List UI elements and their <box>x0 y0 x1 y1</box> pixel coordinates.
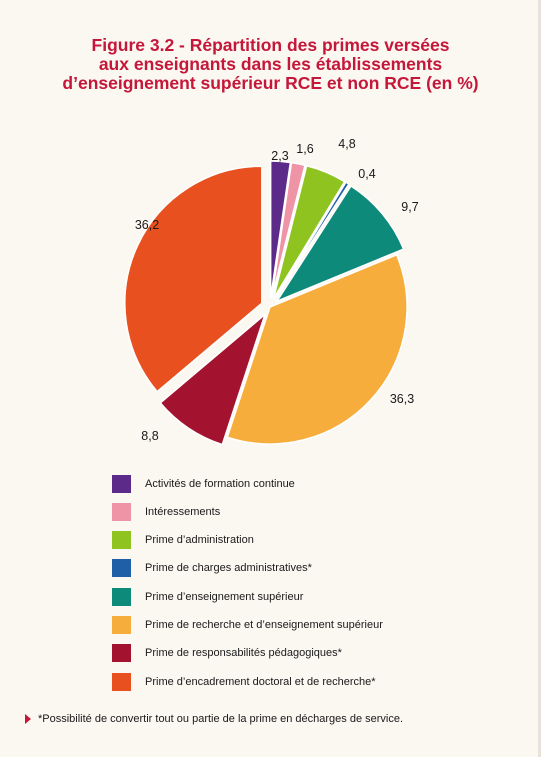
legend-label: Prime de responsabilités pédagogiques* <box>145 647 342 660</box>
legend-swatch <box>112 474 131 493</box>
legend-label: Activités de formation continue <box>145 477 295 490</box>
legend-label: Intéressements <box>145 505 221 518</box>
page-edge <box>538 0 541 757</box>
legend-label: Prime d’administration <box>145 534 254 547</box>
footnote: *Possibilité de convertir tout ou partie… <box>25 713 403 725</box>
legend-item: Prime d’enseignement supérieur <box>112 587 383 606</box>
legend-swatch <box>112 615 131 634</box>
footnote-text: *Possibilité de convertir tout ou partie… <box>38 713 404 725</box>
chart-title-line: Figure 3.2 - Répartition des primes vers… <box>91 35 450 55</box>
pie-slice <box>269 160 292 299</box>
legend-item: Prime de recherche et d’enseignement sup… <box>112 615 383 634</box>
legend-item: Activités de formation continue <box>112 474 383 493</box>
slice-data-label: 36,2 <box>135 218 159 232</box>
pie-slice <box>274 181 350 300</box>
pie-slice <box>124 165 263 393</box>
legend: Activités de formation continue Intéress… <box>112 474 383 700</box>
arrow-icon <box>25 714 31 724</box>
slice-data-label: 1,6 <box>296 142 313 156</box>
pie-slice <box>226 253 408 445</box>
chart-title-line: aux enseignants dans les établissements <box>98 54 443 74</box>
legend-item: Prime de charges administratives* <box>112 559 383 578</box>
legend-label: Prime de recherche et d’enseignement sup… <box>145 618 383 631</box>
slice-data-label: 4,8 <box>338 137 355 151</box>
legend-label: Prime d’encadrement doctoral et de reche… <box>145 675 376 688</box>
pie-chart: 2,3 1,6 4,8 0,4 9,7 36,3 8,8 36,2 <box>124 137 419 446</box>
legend-swatch <box>112 502 131 521</box>
pie-slice <box>272 164 346 300</box>
slice-data-label: 0,4 <box>358 167 375 181</box>
legend-swatch <box>112 644 131 663</box>
legend-swatch <box>112 531 131 550</box>
legend-label: Prime d’enseignement supérieur <box>145 590 304 603</box>
chart-title: Figure 3.2 - Répartition des primes vers… <box>30 36 511 93</box>
slice-data-label: 9,7 <box>401 200 418 214</box>
legend-item: Prime d’administration <box>112 531 383 550</box>
slice-data-label: 8,8 <box>141 429 158 443</box>
pie-slice <box>159 312 267 446</box>
chart-title-line: d’enseignement supérieur RCE et non RCE … <box>62 73 479 93</box>
slice-data-label: 2,3 <box>271 149 288 163</box>
slice-data-label: 36,3 <box>390 392 414 406</box>
legend-swatch <box>112 587 131 606</box>
legend-label: Prime de charges administratives* <box>145 562 312 575</box>
legend-item: Prime d’encadrement doctoral et de reche… <box>112 672 383 691</box>
legend-item: Prime de responsabilités pédagogiques* <box>112 644 383 663</box>
pie-slice <box>270 161 306 299</box>
legend-swatch <box>112 672 131 691</box>
legend-item: Intéressements <box>112 502 383 521</box>
pie-slice <box>274 184 405 303</box>
legend-swatch <box>112 559 131 578</box>
